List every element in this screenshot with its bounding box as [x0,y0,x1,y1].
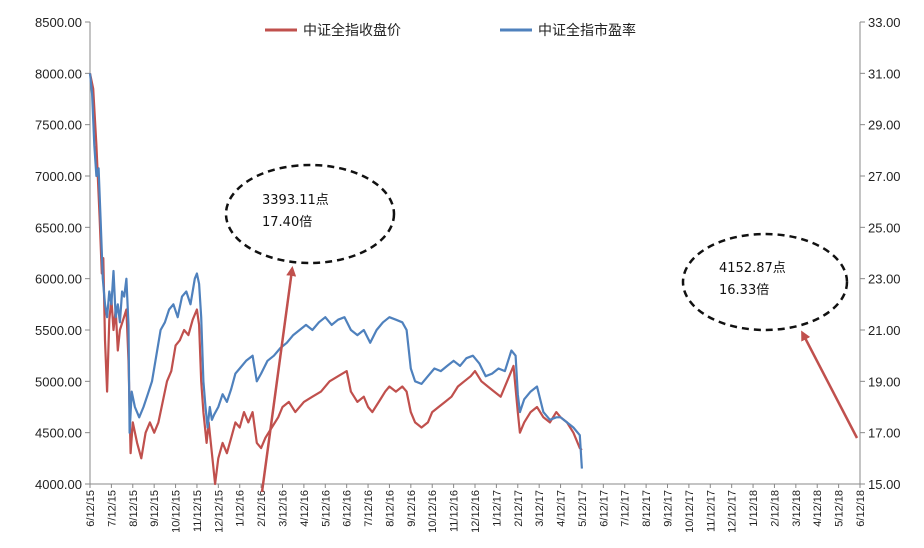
x-tick-label: 5/12/17 [577,490,589,527]
x-tick-label: 11/12/17 [705,490,717,532]
x-tick-label: 4/12/18 [812,490,824,527]
x-tick-label: 6/12/18 [855,490,867,527]
legend-label: 中证全指收盘价 [303,22,401,39]
annotation-text: 16.33倍 [719,283,769,298]
left-tick-label: 7500.00 [35,118,82,133]
annotation-ellipse [681,232,849,332]
x-tick-label: 8/12/16 [384,490,396,527]
right-tick-label: 29.00 [868,118,901,133]
x-tick-label: 3/12/18 [791,490,803,527]
x-tick-label: 8/12/17 [641,490,653,527]
left-tick-label: 7000.00 [35,169,82,184]
x-tick-label: 10/12/15 [171,490,183,533]
x-tick-label: 6/12/17 [598,490,610,527]
x-tick-label: 7/12/17 [620,490,632,527]
right-tick-label: 33.00 [868,15,901,30]
x-tick-label: 12/12/16 [470,490,482,533]
series-line-pe-ratio [88,73,583,469]
annotation-ellipse [224,163,396,265]
right-tick-label: 25.00 [868,220,901,235]
series-layer [88,73,583,486]
legend-label: 中证全指市盈率 [538,22,636,39]
x-tick-label: 12/12/15 [213,490,225,533]
x-tick-label: 1/12/17 [491,490,503,527]
annotation-text: 4152.87点 [719,261,786,276]
right-tick-label: 31.00 [868,66,901,81]
x-tick-label: 10/12/17 [684,490,696,533]
x-tick-label: 11/12/16 [449,490,461,532]
x-tick-label: 2/12/16 [256,490,268,527]
x-tick-label: 9/12/16 [406,490,418,527]
series-line-close-price [88,73,583,486]
x-tick-label: 4/12/17 [556,490,568,527]
x-tick-label: 7/12/16 [363,490,375,527]
x-tick-label: 5/12/16 [320,490,332,527]
x-tick-label: 12/12/17 [727,490,739,533]
right-tick-label: 27.00 [868,169,901,184]
x-tick-label: 1/12/18 [748,490,760,527]
annotation-arrow [260,266,297,493]
x-tick-label: 10/12/16 [427,490,439,533]
annotation-arrow [801,330,859,439]
left-tick-label: 6000.00 [35,272,82,287]
right-tick-label: 15.00 [868,477,901,492]
x-tick-label: 2/12/18 [769,490,781,527]
left-tick-label: 6500.00 [35,220,82,235]
left-tick-label: 5500.00 [35,323,82,338]
x-tick-label: 9/12/15 [149,490,161,527]
left-tick-label: 8500.00 [35,15,82,30]
x-tick-label: 7/12/15 [106,490,118,527]
x-tick-label: 9/12/17 [663,490,675,527]
x-tick-label: 6/12/16 [342,490,354,527]
x-tick-label: 1/12/16 [235,490,247,527]
x-tick-label: 2/12/17 [513,490,525,527]
x-tick-label: 3/12/16 [278,490,290,527]
x-tick-label: 11/12/15 [192,490,204,532]
right-tick-label: 17.00 [868,426,901,441]
x-tick-label: 4/12/16 [299,490,311,527]
left-tick-label: 5000.00 [35,374,82,389]
annotation-text: 17.40倍 [262,215,312,230]
left-tick-label: 4500.00 [35,426,82,441]
axes: 4000.00 4500.00 5000.00 5500.00 6000.00 6500.… [35,15,901,533]
x-tick-label: 3/12/17 [534,490,546,527]
annotation-text: 3393.11点 [262,193,329,208]
right-tick-label: 19.00 [868,374,901,389]
x-tick-label: 6/12/15 [85,490,97,527]
left-tick-label: 8000.00 [35,66,82,81]
right-tick-label: 23.00 [868,272,901,287]
x-tick-label: 8/12/15 [128,490,140,527]
left-tick-label: 4000.00 [35,477,82,492]
x-tick-label: 5/12/18 [834,490,846,527]
annotations: 3393.11点 17.40倍 4152.87点 16.33倍 [224,163,859,493]
right-tick-label: 21.00 [868,323,901,338]
legend: 中证全指收盘价 中证全指市盈率 [265,22,636,39]
